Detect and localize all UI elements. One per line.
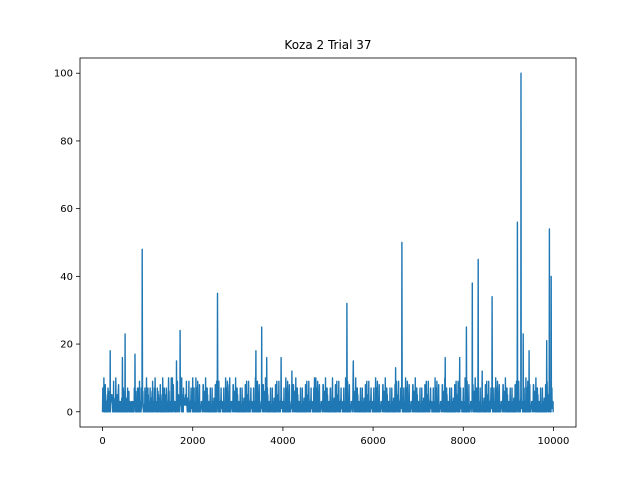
y-tick-label: 100 [54, 69, 73, 80]
y-tick-label: 80 [60, 136, 73, 147]
y-tick-label: 40 [60, 272, 73, 283]
y-tick-label: 20 [60, 340, 73, 351]
x-tick-label: 10000 [538, 436, 570, 447]
x-tick-label: 2000 [180, 436, 205, 447]
plot-frame [79, 57, 577, 428]
x-tick-label: 4000 [270, 436, 295, 447]
x-tick-label: 8000 [451, 436, 476, 447]
series-line [101, 72, 554, 413]
y-axis: 0 20 40 60 80 100 [54, 69, 80, 418]
y-tick-label: 60 [60, 204, 73, 215]
x-tick-label: 0 [99, 436, 105, 447]
x-tick-label: 6000 [360, 436, 385, 447]
chart-title: Koza 2 Trial 37 [284, 38, 371, 52]
y-tick-label: 0 [67, 407, 73, 418]
x-axis: 0 2000 4000 6000 8000 10000 [99, 427, 569, 447]
plot-area [101, 72, 554, 413]
